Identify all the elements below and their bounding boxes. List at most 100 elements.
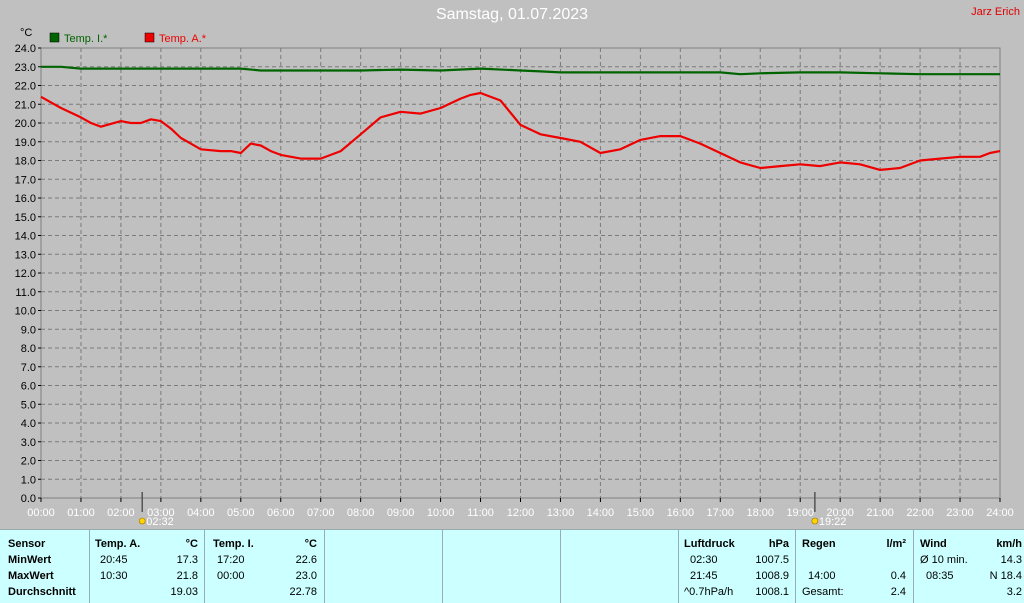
- y-tick-label: 12.0: [15, 268, 36, 280]
- legend-swatch: [144, 32, 155, 43]
- wind-column: Wind km/h Ø 10 min. 14.3 08:35 N 18.4 3.…: [914, 530, 1024, 603]
- x-tick-label: 09:00: [387, 507, 415, 519]
- y-tick-label: 23.0: [15, 62, 36, 74]
- x-tick-label: 03:00: [147, 507, 175, 519]
- legend-label: Temp. I.*: [64, 33, 108, 45]
- x-tick-label: 11:00: [467, 507, 494, 519]
- temp-i-min-time: 17:20: [217, 554, 245, 566]
- temp-a-column: Temp. A. °C 20:45 17.3 10:30 21.8 19.03: [90, 530, 205, 603]
- wind-max-time: 08:35: [926, 570, 954, 582]
- x-tick-label: 01:00: [67, 507, 95, 519]
- y-tick-label: 20.0: [15, 118, 36, 130]
- x-tick-label: 23:00: [946, 507, 974, 519]
- y-tick-label: 9.0: [21, 324, 36, 336]
- temp-a-max-value: 21.8: [176, 570, 198, 582]
- y-tick-label: 21.0: [15, 99, 36, 111]
- max-row-label: MaxWert: [8, 570, 54, 582]
- sun-icon: [811, 517, 819, 525]
- temp-i-max-time: 00:00: [217, 570, 245, 582]
- y-tick-label: 18.0: [15, 156, 36, 168]
- empty-column: [443, 530, 561, 603]
- pressure-max-time: 21:45: [690, 570, 718, 582]
- sun-markers: 02:32 19:22: [138, 492, 847, 528]
- x-tick-label: 20:00: [826, 507, 854, 519]
- pressure-min-time: 02:30: [690, 554, 718, 566]
- temp-a-title: Temp. A.: [95, 538, 141, 550]
- y-tick-label: 17.0: [15, 174, 36, 186]
- y-tick-label: 15.0: [15, 212, 36, 224]
- rain-unit: l/m²: [886, 538, 906, 550]
- legend: Temp. I.* Temp. A.*: [49, 32, 207, 45]
- wind-avg-value: 14.3: [1000, 554, 1022, 566]
- temp-i-max-value: 23.0: [295, 570, 317, 582]
- pressure-title: Luftdruck: [684, 538, 735, 550]
- x-tick-label: 07:00: [307, 507, 335, 519]
- x-tick-label: 24:00: [986, 507, 1014, 519]
- x-tick-label: 19:00: [786, 507, 814, 519]
- x-tick-label: 02:00: [107, 507, 135, 519]
- y-tick-label: 3.0: [21, 437, 36, 449]
- chart-title: Samstag, 01.07.2023: [435, 6, 589, 23]
- empty-column: [561, 530, 679, 603]
- x-tick-label: 08:00: [347, 507, 375, 519]
- temp-a-max-time: 10:30: [100, 570, 128, 582]
- y-tick-label: 4.0: [21, 418, 36, 430]
- stats-panel: Sensor MinWert MaxWert Durchschnitt Temp…: [0, 529, 1024, 603]
- x-tick-label: 16:00: [667, 507, 695, 519]
- y-tick-label: 19.0: [15, 137, 36, 149]
- y-tick-label: 5.0: [21, 399, 36, 411]
- wind-max-value: N 18.4: [989, 570, 1022, 582]
- y-tick-label: 14.0: [15, 231, 36, 243]
- wind-title: Wind: [920, 538, 947, 550]
- y-tick-label: 16.0: [15, 193, 36, 205]
- temp-a-unit: °C: [185, 538, 198, 550]
- y-tick-label: 11.0: [15, 287, 36, 299]
- avg-row-label: Durchschnitt: [8, 586, 76, 598]
- y-tick-label: 10.0: [15, 306, 36, 318]
- sensor-header: Sensor: [8, 538, 46, 550]
- y-tick-label: 2.0: [21, 456, 36, 468]
- pressure-unit: hPa: [768, 538, 789, 550]
- temp-a-min-time: 20:45: [100, 554, 128, 566]
- empty-column: [325, 530, 443, 603]
- pressure-average: 1008.1: [755, 586, 789, 598]
- wind-unit: km/h: [996, 538, 1022, 550]
- temp-i-unit: °C: [304, 538, 317, 550]
- x-tick-label: 14:00: [587, 507, 615, 519]
- rain-total-label: Gesamt:: [802, 586, 844, 598]
- sunset-time-label: 19:22: [819, 516, 847, 528]
- wind-avg-label: Ø 10 min.: [920, 554, 968, 566]
- series-line: [40, 91, 1001, 171]
- x-tick-label: 00:00: [27, 507, 55, 519]
- temp-i-min-value: 22.6: [295, 554, 317, 566]
- x-tick-label: 05:00: [227, 507, 255, 519]
- y-tick-label: 0.0: [21, 493, 36, 505]
- x-tick-label: 13:00: [547, 507, 575, 519]
- author-label: Jarz Erich: [971, 6, 1020, 18]
- y-tick-label: 8.0: [21, 343, 36, 355]
- x-tick-label: 06:00: [267, 507, 295, 519]
- x-tick-label: 18:00: [746, 507, 774, 519]
- temp-a-average: 19.03: [170, 586, 198, 598]
- y-tick-label: 1.0: [21, 474, 36, 486]
- x-tick-label: 15:00: [627, 507, 655, 519]
- x-tick-label: 12:00: [507, 507, 535, 519]
- x-tick-label: 04:00: [187, 507, 215, 519]
- legend-swatch: [49, 32, 60, 43]
- series-layer: [40, 65, 1001, 171]
- legend-label: Temp. A.*: [159, 33, 207, 45]
- x-tick-label: 10:00: [427, 507, 455, 519]
- wind-average: 3.2: [1006, 586, 1022, 598]
- pressure-max-value: 1008.9: [755, 570, 789, 582]
- axes: 0.0 1.0 2.0 3.0 4.0 5.0 6.0 7.0 8.0 9.0 10.0 11.0 12…: [15, 27, 1014, 519]
- x-tick-label: 17:00: [707, 507, 735, 519]
- y-axis-unit: °C: [20, 27, 32, 39]
- rain-total-value: 2.4: [890, 586, 906, 598]
- rain-title: Regen: [802, 538, 836, 550]
- x-tick-label: 22:00: [906, 507, 934, 519]
- chart: 0.0 1.0 2.0 3.0 4.0 5.0 6.0 7.0 8.0 9.0 10.0 11.0 12…: [15, 27, 1014, 528]
- y-tick-label: 7.0: [21, 362, 36, 374]
- temp-i-title: Temp. I.: [213, 538, 254, 550]
- min-row-label: MinWert: [8, 554, 52, 566]
- temp-i-column: Temp. I. °C 17:20 22.6 00:00 23.0 22.78: [205, 530, 325, 603]
